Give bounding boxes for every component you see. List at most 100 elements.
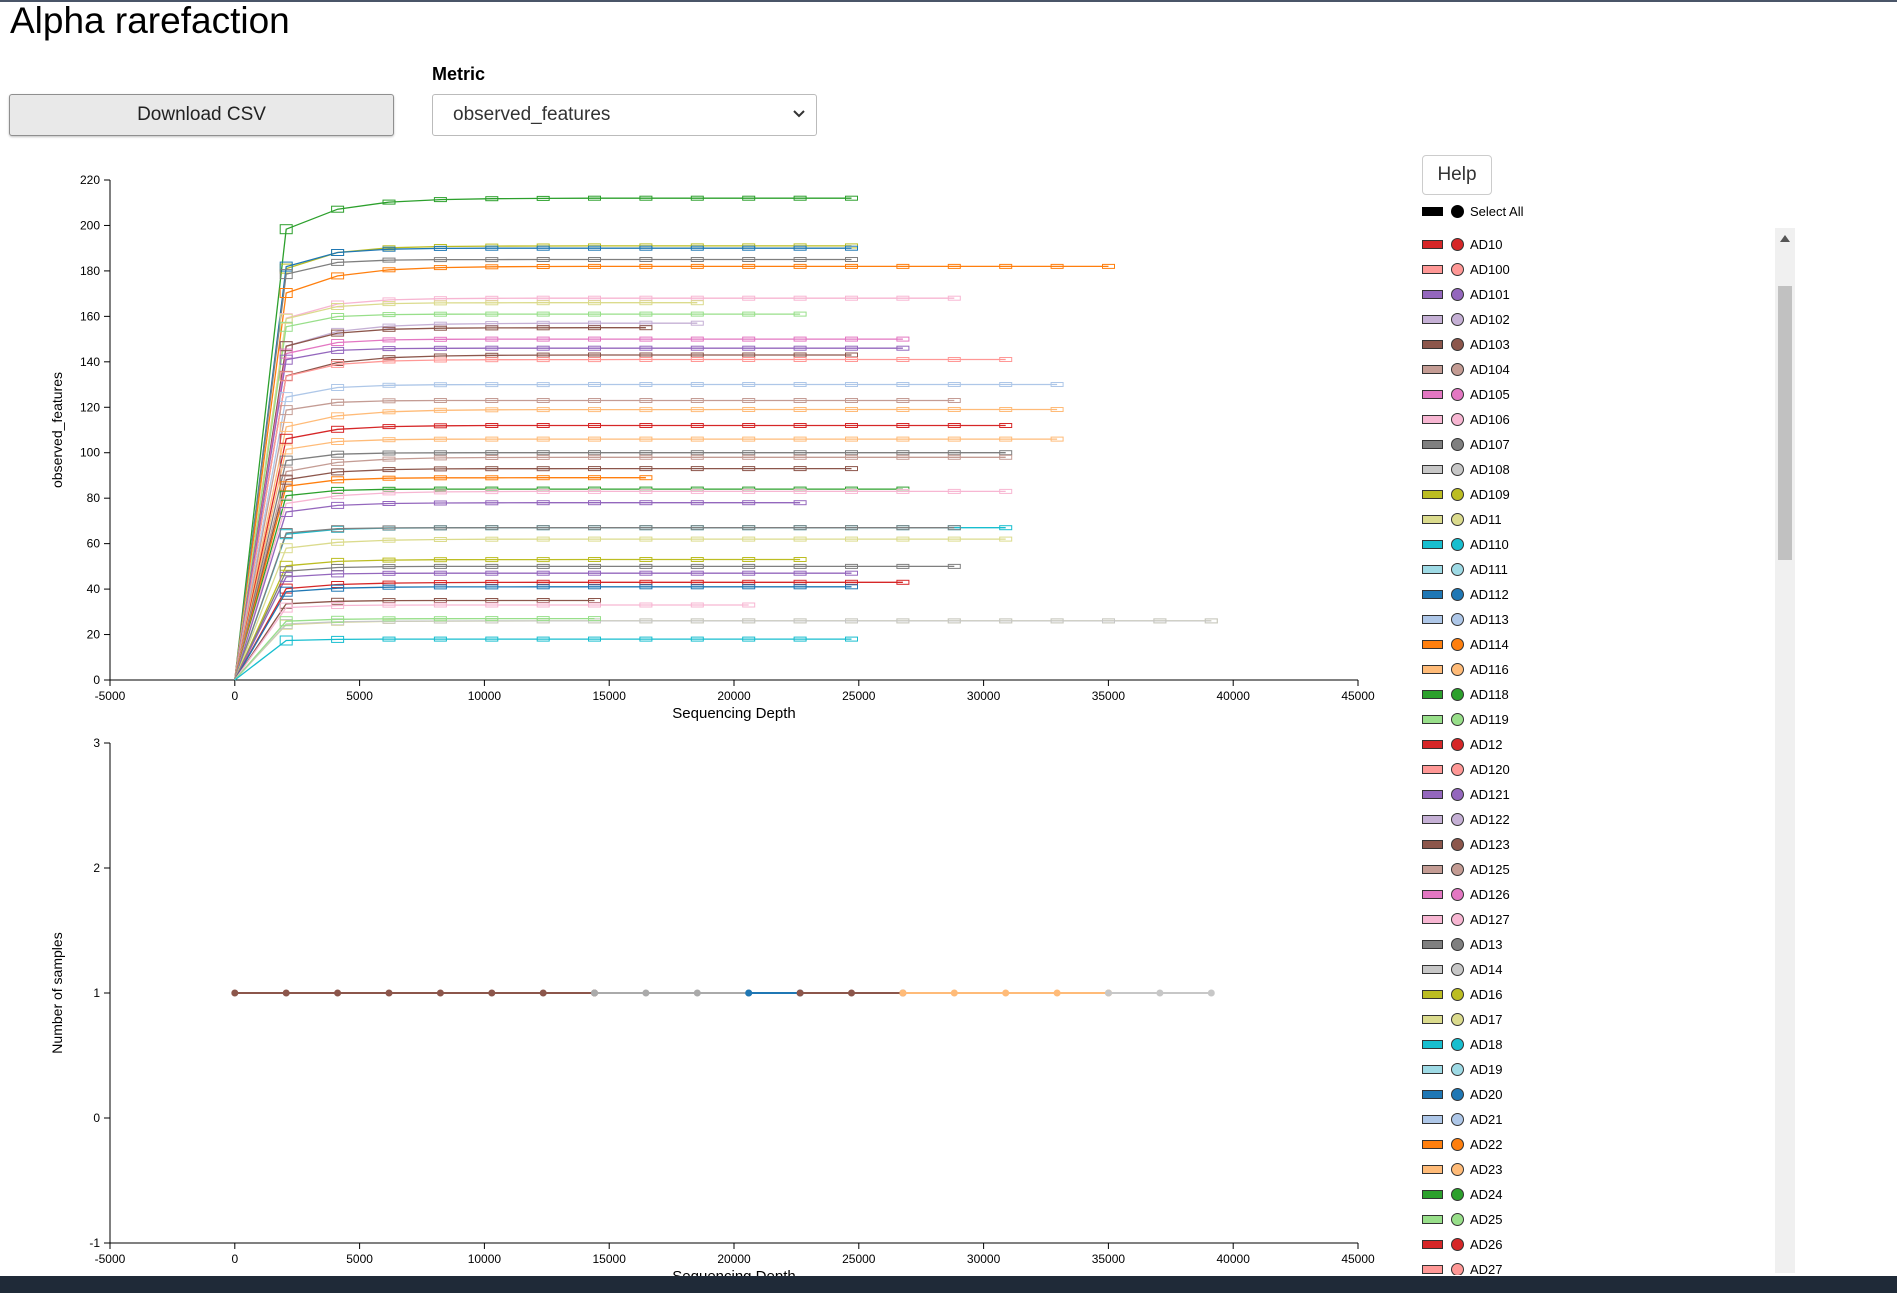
rarefaction-series-line: [234, 538, 1006, 681]
legend-item[interactable]: AD118: [1422, 683, 1509, 705]
legend-item[interactable]: AD113: [1422, 608, 1509, 630]
legend-dot-swatch: [1451, 237, 1464, 251]
legend-item[interactable]: AD11: [1422, 508, 1502, 530]
legend-item[interactable]: AD104: [1422, 358, 1510, 380]
legend-item[interactable]: AD102: [1422, 308, 1510, 330]
rarefaction-box-marker: [588, 602, 601, 608]
legend-item[interactable]: AD103: [1422, 333, 1510, 355]
legend-item[interactable]: AD107: [1422, 433, 1510, 455]
rarefaction-box-marker: [588, 398, 601, 403]
rarefaction-box-marker: [1153, 618, 1167, 624]
legend-item[interactable]: AD24: [1422, 1183, 1503, 1205]
metric-select[interactable]: observed_features: [432, 94, 817, 136]
legend-item-label: AD20: [1470, 1086, 1503, 1102]
legend-item[interactable]: AD14: [1422, 958, 1503, 980]
legend-item[interactable]: AD114: [1422, 633, 1509, 655]
rarefaction-box-marker: [331, 501, 345, 509]
legend-item[interactable]: AD110: [1422, 533, 1509, 555]
legend-item[interactable]: AD25: [1422, 1208, 1503, 1230]
rarefaction-box-marker: [1102, 618, 1115, 624]
legend-item[interactable]: AD16: [1422, 983, 1503, 1005]
rarefaction-box-marker: [433, 311, 447, 317]
legend-item[interactable]: AD21: [1422, 1108, 1503, 1130]
rarefaction-series: [234, 536, 1013, 681]
rarefaction-box-marker: [690, 195, 704, 201]
rarefaction-box-marker: [639, 584, 653, 590]
rarefaction-series: [234, 407, 1064, 681]
legend-item[interactable]: AD23: [1422, 1158, 1503, 1180]
rarefaction-box-marker: [793, 398, 807, 403]
rarefaction-box-marker: [639, 450, 653, 456]
rarefaction-box-marker: [793, 450, 807, 456]
legend-select-all[interactable]: Select All: [1422, 200, 1523, 222]
legend-item[interactable]: AD105: [1422, 383, 1510, 405]
scrollbar-thumb[interactable]: [1778, 286, 1792, 560]
legend-item[interactable]: AD119: [1422, 708, 1509, 730]
rarefaction-box-marker: [433, 563, 447, 569]
rarefaction-series: [234, 618, 1218, 681]
legend-item[interactable]: AD121: [1422, 783, 1510, 805]
legend-item-label: AD19: [1470, 1061, 1503, 1077]
rarefaction-box-marker: [331, 635, 345, 643]
legend-item[interactable]: AD106: [1422, 408, 1510, 430]
rarefaction-box-marker: [639, 357, 653, 362]
legend-item[interactable]: AD18: [1422, 1033, 1503, 1055]
legend-scrollbar[interactable]: [1775, 228, 1795, 1273]
legend-item-label: AD105: [1470, 386, 1510, 402]
legend-line-swatch: [1422, 1264, 1443, 1274]
legend-item[interactable]: AD100: [1422, 258, 1510, 280]
rarefaction-box-marker: [742, 195, 756, 201]
legend-item[interactable]: AD12: [1422, 733, 1503, 755]
rarefaction-box-marker: [845, 257, 858, 262]
samples-y-axis-label: Number of samples: [49, 932, 65, 1053]
legend-item[interactable]: AD125: [1422, 858, 1510, 880]
download-csv-button[interactable]: Download CSV: [9, 94, 394, 136]
rarefaction-box-marker: [588, 257, 601, 262]
legend-item[interactable]: AD120: [1422, 758, 1510, 780]
legend-item[interactable]: AD27: [1422, 1258, 1503, 1275]
legend-item[interactable]: AD112: [1422, 583, 1509, 605]
legend-item[interactable]: AD108: [1422, 458, 1510, 480]
legend-item[interactable]: AD20: [1422, 1083, 1503, 1105]
rarefaction-box-marker: [947, 563, 961, 569]
legend-item-label: AD27: [1470, 1261, 1503, 1276]
legend-item[interactable]: AD26: [1422, 1233, 1503, 1255]
samples-x-tick-label: 45000: [1341, 1252, 1375, 1266]
legend-item[interactable]: AD22: [1422, 1133, 1503, 1155]
legend-item[interactable]: AD101: [1422, 283, 1510, 305]
rarefaction-y-tick-label: 80: [87, 491, 101, 505]
rarefaction-box-marker: [433, 475, 447, 481]
rarefaction-series-line: [234, 638, 852, 681]
rarefaction-series: [234, 500, 807, 681]
legend-item[interactable]: AD109: [1422, 483, 1510, 505]
legend-item[interactable]: AD127: [1422, 908, 1510, 930]
legend-item[interactable]: AD13: [1422, 933, 1503, 955]
scroll-up-arrow-icon[interactable]: [1780, 235, 1790, 242]
legend-item-label: AD16: [1470, 986, 1503, 1002]
legend-item[interactable]: AD126: [1422, 883, 1510, 905]
rarefaction-box-marker: [845, 536, 858, 542]
rarefaction-y-tick-label: 40: [87, 582, 101, 596]
rarefaction-box-marker: [588, 525, 601, 531]
legend-item[interactable]: AD10: [1422, 233, 1503, 255]
legend-line-swatch: [1422, 1089, 1443, 1099]
legend-item[interactable]: AD17: [1422, 1008, 1503, 1030]
legend-line-swatch: [1422, 364, 1443, 374]
legend-item[interactable]: AD123: [1422, 833, 1510, 855]
help-button[interactable]: Help: [1422, 155, 1492, 195]
legend-line-swatch: [1422, 914, 1443, 924]
rarefaction-box-marker: [279, 433, 293, 444]
rarefaction-series-line: [234, 477, 646, 681]
legend-item[interactable]: AD19: [1422, 1058, 1503, 1080]
rarefaction-series: [234, 382, 1064, 681]
rarefaction-box-marker: [896, 618, 910, 624]
legend-item[interactable]: AD122: [1422, 808, 1510, 830]
legend-item[interactable]: AD111: [1422, 558, 1508, 580]
metric-label: Metric: [432, 64, 486, 84]
rarefaction-box-marker: [331, 339, 345, 346]
rarefaction-box-marker: [690, 382, 704, 387]
rarefaction-box-marker: [639, 245, 653, 251]
rarefaction-box-marker: [588, 450, 601, 456]
legend-item[interactable]: AD116: [1422, 658, 1509, 680]
legend-line-swatch: [1422, 639, 1443, 649]
